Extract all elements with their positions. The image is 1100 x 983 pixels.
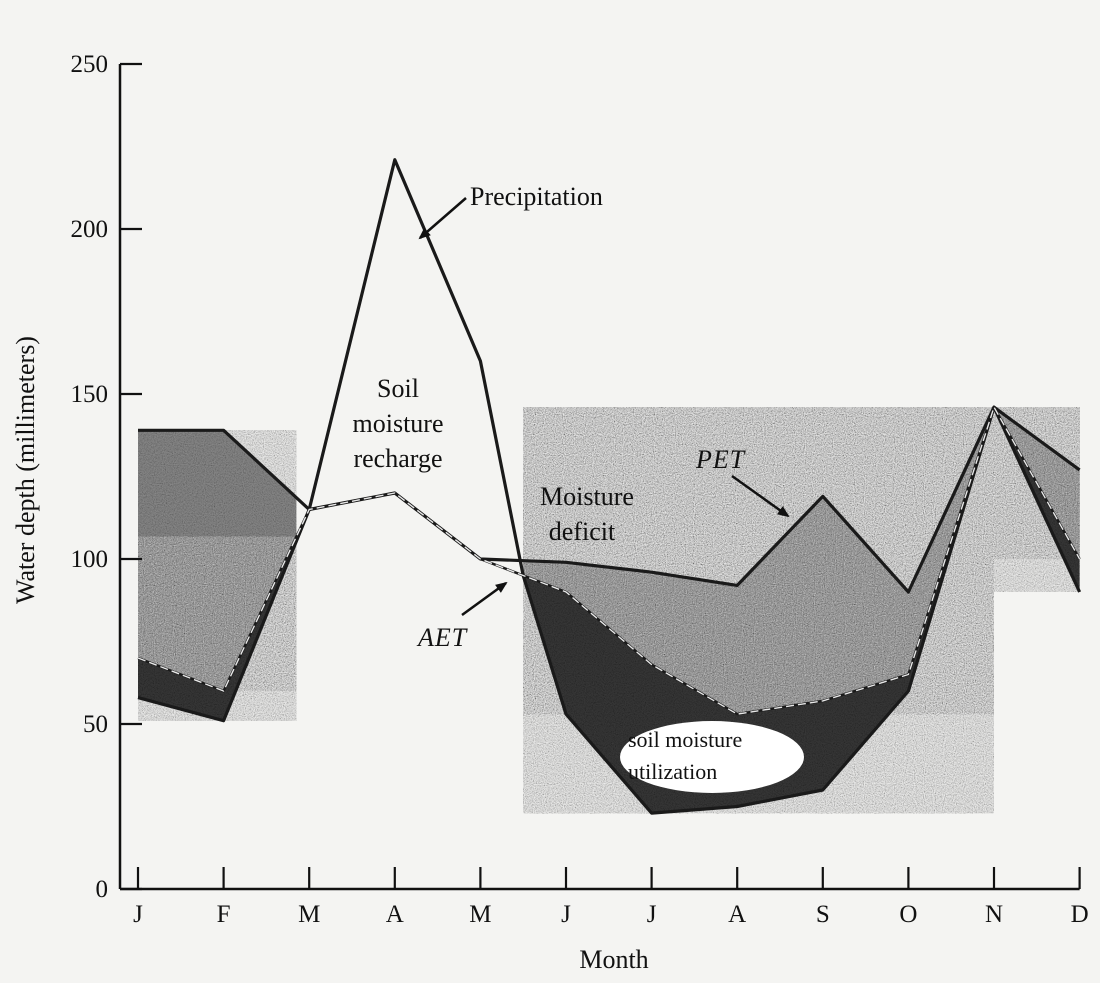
deficit-area-winter — [138, 430, 297, 691]
series-line-aet-highlight — [137, 405, 1081, 715]
y-axis-title: Water depth (millimeters) — [11, 336, 40, 604]
deficit-annotation: Moisture deficit — [540, 482, 634, 546]
precipitation-annotation: Precipitation — [418, 182, 603, 240]
y-tick-label-250: 250 — [71, 51, 109, 78]
x-tick-label-1: F — [217, 901, 231, 928]
x-axis-title: Month — [579, 945, 648, 974]
y-tick-label-200: 200 — [71, 216, 109, 243]
precipitation-label: Precipitation — [470, 182, 603, 211]
deficit-area-summer — [523, 407, 994, 715]
utilization-label-line1: soil moisture — [628, 727, 742, 752]
x-tick-label-3: A — [386, 901, 404, 928]
x-tick-label-4: M — [469, 901, 491, 928]
pet-annotation: PET — [695, 445, 790, 518]
x-tick-label-0: J — [133, 901, 143, 928]
aet-annotation: AET — [416, 581, 508, 652]
x-tick-label-2: M — [298, 901, 320, 928]
deficit-label-line2: deficit — [549, 517, 616, 546]
deficit-label-line1: Moisture — [540, 482, 634, 511]
recharge-label-line2: moisture — [353, 409, 444, 438]
x-tick-label-10: N — [985, 901, 1003, 928]
aet-label: AET — [416, 623, 468, 652]
y-tick-label-100: 100 — [71, 546, 109, 573]
x-tick-label-8: S — [816, 901, 830, 928]
utilization-label-line2: utilization — [628, 759, 717, 784]
pet-arrow — [731, 474, 790, 518]
aet-arrow — [461, 581, 508, 617]
x-tick-label-7: A — [728, 901, 746, 928]
x-tick-label-6: J — [647, 901, 657, 928]
axes: 0 50 100 150 200 250 J F M A M J J A S O N D — [71, 51, 1089, 928]
y-tick-label-150: 150 — [71, 381, 109, 408]
x-tick-label-9: O — [899, 901, 917, 928]
utilization-annotation: soil moisture utilization — [620, 721, 804, 793]
series-line-pet — [138, 405, 1081, 594]
pet-label: PET — [695, 445, 746, 474]
y-tick-label-0: 0 — [96, 876, 109, 903]
utilization-label-bg — [620, 721, 804, 793]
series-lines — [137, 158, 1082, 815]
x-tick-label-5: J — [561, 901, 571, 928]
x-tick-label-11: D — [1071, 901, 1089, 928]
recharge-annotation: Soil moisture recharge — [353, 374, 444, 473]
y-tick-label-50: 50 — [83, 711, 108, 738]
utilization-area-winter — [138, 536, 297, 721]
utilization-area-summer — [523, 407, 994, 814]
area-fills — [138, 407, 1080, 814]
recharge-label-line3: recharge — [353, 444, 442, 473]
recharge-label-line1: Soil — [377, 374, 419, 403]
precipitation-arrow — [418, 197, 467, 240]
